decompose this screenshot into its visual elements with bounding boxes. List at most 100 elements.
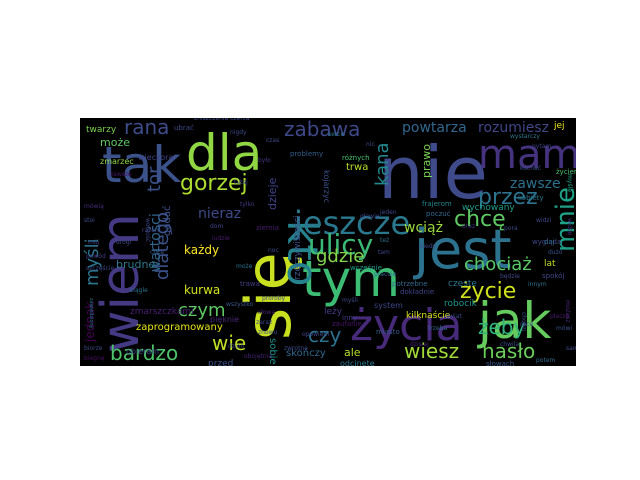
word: głowie xyxy=(360,213,380,220)
word: czas xyxy=(266,137,279,144)
word: pora xyxy=(504,225,518,232)
word: pięknie xyxy=(210,315,239,324)
word: ręce xyxy=(520,321,533,328)
word: zabawa xyxy=(284,118,360,141)
word: wszystko xyxy=(226,301,253,308)
word: jeden xyxy=(379,209,397,216)
word: zaraz xyxy=(256,319,272,326)
word: brudne xyxy=(116,258,155,271)
word: sobie xyxy=(267,338,278,365)
word: gorzej xyxy=(180,171,248,196)
word: ziemia xyxy=(256,224,279,232)
word: gdzie xyxy=(316,246,364,267)
word: przed xyxy=(208,359,233,366)
word: wiesz xyxy=(404,339,459,363)
word: tym xyxy=(302,250,400,308)
word: wciąż xyxy=(404,220,443,236)
word: miasto xyxy=(376,328,400,336)
word: kana xyxy=(372,142,393,186)
word: wieczora xyxy=(138,153,173,162)
word: czym xyxy=(178,300,226,321)
word: zaufanie xyxy=(332,320,362,328)
word: skończy xyxy=(286,347,326,359)
word: bardzo xyxy=(110,341,178,365)
word: daj xyxy=(544,238,555,246)
word: jak xyxy=(477,292,552,350)
word: rana xyxy=(124,118,169,139)
word: stoi xyxy=(84,217,95,224)
word: zmarszczkami xyxy=(130,307,194,317)
word: lat xyxy=(544,259,556,269)
word: potem xyxy=(536,357,556,364)
word: chodzi xyxy=(520,312,527,332)
word: dlatego xyxy=(152,212,173,280)
word: różnych xyxy=(342,154,370,162)
word: tylko xyxy=(240,201,255,208)
word: częste xyxy=(448,279,477,289)
word: prawo xyxy=(420,144,433,178)
word: możesz xyxy=(564,300,571,323)
word: żeby xyxy=(478,315,525,339)
word: wartości xyxy=(148,213,164,272)
word-cloud: nie się wiem tak jest dla jak tym kto mam życia jes… xyxy=(80,118,576,366)
word: życiem xyxy=(556,168,576,176)
word: szczęście xyxy=(86,265,115,272)
word: kojarzyc xyxy=(322,170,331,203)
word: system xyxy=(374,301,403,310)
word: tor xyxy=(144,166,165,192)
word: przez xyxy=(478,185,538,210)
word: kilknaście xyxy=(406,310,451,321)
word: dom xyxy=(210,223,223,230)
word: rozumiesz xyxy=(478,120,549,136)
word: hasło xyxy=(482,339,535,363)
word: zawsze xyxy=(110,171,132,178)
word: powtarza xyxy=(402,120,467,136)
word: myśli xyxy=(342,297,358,304)
word: robocik xyxy=(444,299,478,309)
word: poczuć xyxy=(426,210,451,218)
word: obieram xyxy=(126,347,159,356)
word: tak xyxy=(102,136,181,194)
word: gadać xyxy=(161,206,173,236)
word: życia xyxy=(350,300,463,351)
word: odcinęte xyxy=(340,359,375,366)
word: inny xyxy=(342,314,357,322)
word: opowiem xyxy=(302,331,329,338)
word: nic xyxy=(366,141,375,148)
word: biorze xyxy=(84,345,103,352)
word: problemy xyxy=(290,150,323,158)
word: kto xyxy=(278,220,327,287)
word: dokładnie xyxy=(400,288,434,296)
word: kochać xyxy=(520,165,541,172)
word: ubrać xyxy=(174,124,194,132)
word: drogi xyxy=(116,239,132,246)
word: może xyxy=(236,263,253,270)
word: nie xyxy=(378,131,488,215)
word: powód xyxy=(86,253,106,260)
word: widzi xyxy=(536,217,552,224)
word: kurwa xyxy=(184,283,220,297)
word: tam xyxy=(378,249,390,256)
word: mówią xyxy=(84,203,104,210)
word-cloud-background xyxy=(80,118,576,366)
word: myślę xyxy=(566,174,573,192)
word: jej xyxy=(553,121,565,131)
word: się xyxy=(232,252,305,340)
word: wiem xyxy=(91,213,151,353)
word: wie xyxy=(212,331,246,355)
word: serce xyxy=(328,131,344,138)
word: życie xyxy=(460,279,516,304)
word: świat xyxy=(446,313,462,320)
word: dużo xyxy=(548,249,563,256)
word: rzeczywistości xyxy=(292,215,303,280)
word: mój xyxy=(88,239,100,246)
word: innym xyxy=(528,281,547,288)
word: trwa xyxy=(346,162,368,173)
word: wygląda xyxy=(532,238,561,246)
word: było xyxy=(258,157,271,164)
word: frajerom xyxy=(422,200,452,208)
word: trawa xyxy=(240,280,260,288)
word: zaprogramowany xyxy=(136,322,223,333)
word: chcę xyxy=(454,207,506,232)
